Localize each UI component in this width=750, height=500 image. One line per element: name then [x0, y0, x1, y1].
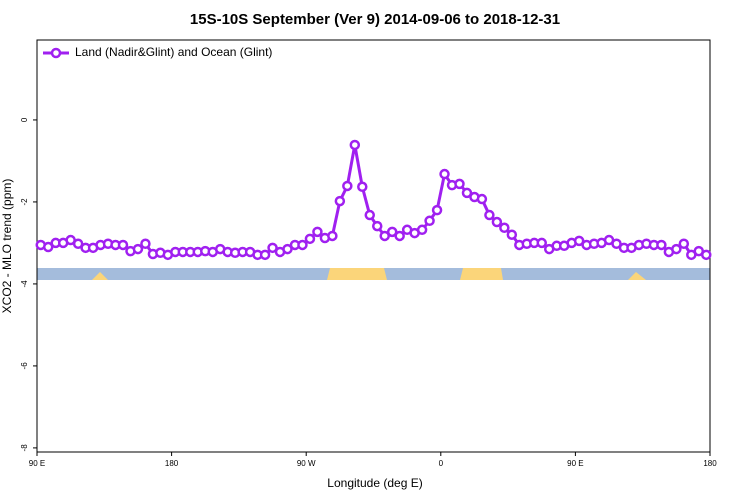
- point: [656, 239, 667, 251]
- x-tick-label: 90 E: [29, 459, 45, 468]
- point: [461, 187, 473, 199]
- point: [364, 209, 376, 221]
- point: [371, 220, 383, 232]
- point: [701, 249, 712, 261]
- y-tick-label: 0: [20, 117, 29, 122]
- land-strip: [460, 268, 503, 280]
- point: [671, 243, 682, 255]
- surface-strip: [37, 268, 710, 280]
- point: [267, 242, 278, 254]
- point: [394, 230, 405, 242]
- point: [499, 222, 510, 234]
- point: [117, 239, 129, 251]
- point: [573, 235, 585, 247]
- x-tick-label: 180: [165, 459, 179, 468]
- point: [282, 243, 293, 255]
- point: [342, 180, 353, 192]
- x-tick-label: 90 W: [297, 459, 316, 468]
- point: [454, 178, 465, 190]
- point: [536, 237, 547, 249]
- point: [132, 243, 144, 255]
- x-tick-label: 180: [703, 459, 717, 468]
- point: [312, 226, 323, 238]
- point: [327, 230, 338, 242]
- point: [259, 249, 271, 261]
- y-tick-label: -4: [20, 280, 29, 288]
- point: [476, 193, 488, 205]
- chart-title: 15S-10S September (Ver 9) 2014-09-06 to …: [190, 11, 560, 28]
- land-strip: [628, 272, 646, 280]
- y-axis-label: XCO2 - MLO trend (ppm): [0, 179, 14, 314]
- point: [484, 209, 495, 221]
- y-tick-label: -6: [20, 362, 29, 370]
- y-tick-label: -8: [20, 444, 29, 452]
- point: [334, 195, 346, 207]
- point: [357, 181, 368, 193]
- point: [297, 239, 308, 251]
- point: [678, 238, 690, 249]
- legend-label: Land (Nadir&Glint) and Ocean (Glint): [75, 45, 272, 59]
- x-tick-label: 90 E: [567, 459, 583, 468]
- point: [379, 230, 390, 242]
- land-strip: [92, 272, 108, 280]
- point: [349, 139, 361, 151]
- point: [611, 238, 622, 249]
- point: [386, 226, 398, 238]
- point: [506, 229, 518, 240]
- point: [304, 233, 316, 245]
- point: [439, 168, 450, 180]
- point: [72, 238, 84, 249]
- legend-marker: [50, 47, 62, 59]
- point: [416, 224, 428, 236]
- y-tick-label: -2: [20, 198, 29, 206]
- point: [431, 204, 443, 216]
- point: [491, 216, 503, 228]
- x-axis-label: Longitude (deg E): [327, 476, 422, 490]
- point: [42, 241, 54, 253]
- point: [140, 238, 151, 249]
- land-strip: [327, 268, 387, 280]
- x-tick-label: 0: [439, 459, 444, 468]
- point: [424, 215, 435, 227]
